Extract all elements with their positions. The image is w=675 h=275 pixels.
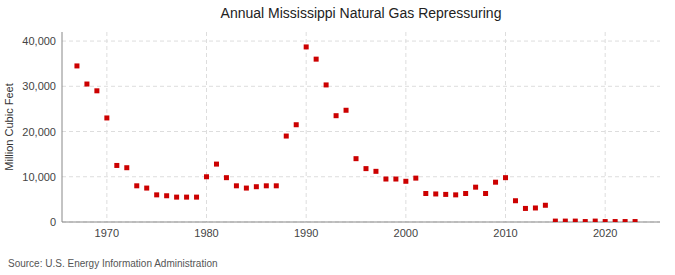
x-tick-label: 1980 [194, 227, 218, 239]
point [114, 163, 119, 168]
point [383, 177, 388, 182]
point [563, 219, 568, 222]
point [354, 156, 359, 161]
x-tick-label: 2020 [593, 227, 617, 239]
point [463, 191, 468, 196]
point [513, 198, 518, 203]
point [523, 206, 528, 211]
point [503, 175, 508, 180]
point [224, 175, 229, 180]
y-tick-label: 10,000 [22, 171, 56, 183]
point [443, 192, 448, 197]
point [194, 195, 199, 200]
point [334, 113, 339, 118]
point [164, 193, 169, 198]
point [314, 57, 319, 62]
y-tick-label: 30,000 [22, 80, 56, 92]
point [284, 134, 289, 139]
x-grid-line [605, 32, 606, 222]
point [174, 195, 179, 200]
point [94, 88, 99, 93]
point [633, 219, 638, 222]
y-grid-line [62, 222, 660, 223]
point [234, 183, 239, 188]
chart-svg: Annual Mississippi Natural Gas Repressur… [0, 0, 675, 275]
x-tick-label: 2000 [394, 227, 418, 239]
point [294, 122, 299, 127]
x-axis-line [62, 222, 660, 223]
points [74, 44, 637, 222]
point [593, 219, 598, 222]
point [204, 174, 209, 179]
point [264, 183, 269, 188]
point [553, 219, 558, 222]
point [573, 219, 578, 222]
point [344, 108, 349, 113]
y-axis-label: Million Cubic Feet [3, 83, 15, 170]
x-tick-label: 1970 [95, 227, 119, 239]
x-grid-line [106, 32, 107, 222]
point [74, 63, 79, 68]
point [603, 219, 608, 222]
point [373, 169, 378, 174]
point [613, 219, 618, 222]
x-grid-line [206, 32, 207, 222]
point [124, 165, 129, 170]
point [533, 205, 538, 210]
point [623, 219, 628, 222]
title: Annual Mississippi Natural Gas Repressur… [221, 5, 502, 21]
point [154, 192, 159, 197]
point [254, 184, 259, 189]
point [214, 162, 219, 167]
point [84, 82, 89, 87]
y-grid-line [62, 41, 660, 42]
x-grid-line [306, 32, 307, 222]
point [144, 186, 149, 191]
point [134, 183, 139, 188]
point [244, 186, 249, 191]
y-grid-line [62, 86, 660, 87]
point [473, 185, 478, 190]
y-axis-line [62, 32, 63, 222]
y-grid-line [62, 176, 660, 177]
x-grid-line [405, 32, 406, 222]
chart-container: Annual Mississippi Natural Gas Repressur… [0, 0, 675, 275]
point [433, 191, 438, 196]
point [274, 183, 279, 188]
point [483, 191, 488, 196]
point [104, 115, 109, 120]
x-tick-label: 1990 [294, 227, 318, 239]
y-grid-line [62, 131, 660, 132]
x-grid-line [505, 32, 506, 222]
point [493, 180, 498, 185]
point [393, 177, 398, 182]
point [403, 179, 408, 184]
y-tick-label: 40,000 [22, 35, 56, 47]
point [453, 192, 458, 197]
y-tick-label: 0 [50, 216, 56, 228]
point [324, 82, 329, 87]
x-tick-label: 2010 [493, 227, 517, 239]
point [184, 195, 189, 200]
point [413, 176, 418, 181]
point [363, 166, 368, 171]
point [423, 191, 428, 196]
grid [62, 32, 660, 222]
point [304, 44, 309, 49]
point [583, 219, 588, 222]
point [543, 203, 548, 208]
y-tick-label: 20,000 [22, 126, 56, 138]
source-note: Source: U.S. Energy Information Administ… [8, 258, 218, 269]
